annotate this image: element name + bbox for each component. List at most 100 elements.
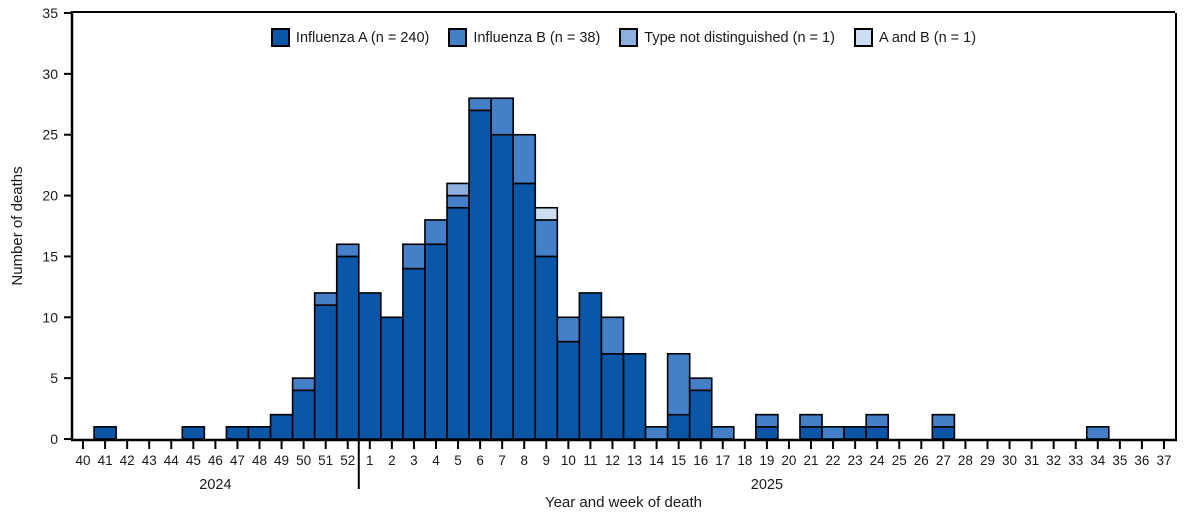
bar-influenza-b-week-24 xyxy=(865,413,890,428)
bar-influenza-a-week-3 xyxy=(402,267,426,440)
x-tick-label-week-1: 1 xyxy=(366,453,374,468)
bar-influenza-b-week-4 xyxy=(424,219,448,246)
y-tick-label: 0 xyxy=(50,431,58,447)
bar-influenza-b-week-17 xyxy=(710,426,735,440)
bar-influenza-b-week-51 xyxy=(313,292,338,306)
bar-influenza-b-week-22 xyxy=(821,426,845,440)
bar-influenza-a-week-12 xyxy=(600,352,625,440)
legend-label-a-and-b: A and B (n = 1) xyxy=(878,29,977,46)
x-tick-label-week-11: 11 xyxy=(583,453,597,468)
x-tick-label-week-23: 23 xyxy=(848,453,863,468)
legend-swatch-type-not-distinguished xyxy=(619,28,639,47)
bar-influenza-b-week-50 xyxy=(291,377,316,392)
bar-influenza-b-week-34 xyxy=(1085,426,1110,440)
x-tick-label-week-36: 36 xyxy=(1134,453,1149,468)
bar-influenza-b-week-10 xyxy=(556,316,581,343)
y-tick-label: 35 xyxy=(42,5,58,21)
bar-influenza-a-week-6 xyxy=(468,109,492,440)
x-tick-label-week-24: 24 xyxy=(870,453,886,468)
chart-legend: Influenza A (n = 240) Influenza B (n = 3… xyxy=(72,28,1175,47)
bar-influenza-a-week-19 xyxy=(755,426,779,440)
x-tick-label-week-18: 18 xyxy=(737,453,752,468)
x-axis-title: Year and week of death xyxy=(545,494,702,511)
bar-influenza-a-week-15 xyxy=(666,413,691,440)
bar-influenza-a-week-2 xyxy=(380,316,404,440)
legend-label-type-not-distinguished: Type not distinguished (n = 1) xyxy=(644,29,835,46)
x-tick-label-week-32: 32 xyxy=(1046,453,1061,468)
x-tick-label-week-41: 41 xyxy=(98,453,113,468)
x-tick-label-week-15: 15 xyxy=(671,453,686,468)
x-tick-label-week-44: 44 xyxy=(164,453,180,468)
x-tick-label-week-29: 29 xyxy=(980,453,995,468)
y-tick-label: 5 xyxy=(50,370,58,386)
x-tick-label-week-45: 45 xyxy=(186,453,201,468)
x-tick-label-week-33: 33 xyxy=(1068,453,1083,468)
bar-influenza-a-week-9 xyxy=(534,255,559,440)
bar-influenza-b-week-6 xyxy=(468,97,492,112)
x-tick-label-week-43: 43 xyxy=(142,453,157,468)
bar-influenza-b-week-7 xyxy=(490,97,515,136)
bar-type-not-distinguished-week-5 xyxy=(446,182,470,197)
x-tick-label-week-12: 12 xyxy=(605,453,620,468)
y-tick-label: 10 xyxy=(42,309,58,325)
legend-item-a-and-b: A and B (n = 1) xyxy=(853,28,977,47)
bar-influenza-b-week-3 xyxy=(402,243,426,270)
bar-influenza-a-week-13 xyxy=(622,352,647,440)
x-tick-label-week-52: 52 xyxy=(340,453,355,468)
y-tick-label: 20 xyxy=(42,188,58,204)
bar-influenza-a-week-24 xyxy=(865,426,890,440)
bar-influenza-b-week-52 xyxy=(335,243,360,258)
legend-swatch-influenza-b xyxy=(448,28,468,47)
x-tick-label-week-13: 13 xyxy=(627,453,642,468)
x-tick-label-week-25: 25 xyxy=(892,453,907,468)
bar-influenza-b-week-12 xyxy=(600,316,625,355)
bar-influenza-b-week-8 xyxy=(512,133,537,185)
legend-item-type-not-distinguished: Type not distinguished (n = 1) xyxy=(619,28,835,47)
x-tick-label-week-48: 48 xyxy=(252,453,267,468)
x-tick-label-week-7: 7 xyxy=(498,453,506,468)
legend-swatch-a-and-b xyxy=(853,28,873,47)
x-tick-label-week-26: 26 xyxy=(914,453,929,468)
bar-influenza-b-week-19 xyxy=(755,413,779,428)
bar-influenza-a-week-4 xyxy=(424,243,448,440)
x-tick-label-week-46: 46 xyxy=(208,453,223,468)
bar-influenza-b-week-16 xyxy=(688,377,713,392)
bar-influenza-a-week-16 xyxy=(688,389,713,440)
x-tick-label-week-40: 40 xyxy=(76,453,91,468)
bar-influenza-a-week-49 xyxy=(269,413,294,440)
legend-item-influenza-a: Influenza A (n = 240) xyxy=(270,28,430,47)
bar-influenza-a-week-27 xyxy=(931,426,956,440)
y-tick-label: 15 xyxy=(42,248,58,264)
x-tick-label-week-3: 3 xyxy=(410,453,418,468)
y-tick-label: 30 xyxy=(42,66,58,82)
x-tick-label-week-50: 50 xyxy=(296,453,311,468)
x-tick-label-week-16: 16 xyxy=(693,453,708,468)
x-tick-label-week-14: 14 xyxy=(649,453,665,468)
y-tick-label: 25 xyxy=(42,127,58,143)
bar-influenza-b-week-9 xyxy=(534,219,559,258)
bar-influenza-b-week-21 xyxy=(799,413,823,428)
x-tick-label-week-42: 42 xyxy=(120,453,135,468)
bar-influenza-a-week-11 xyxy=(578,292,603,440)
bar-influenza-a-week-52 xyxy=(335,255,360,440)
bar-influenza-a-week-10 xyxy=(556,340,581,440)
x-tick-label-week-17: 17 xyxy=(715,453,730,468)
bar-influenza-a-week-7 xyxy=(490,133,515,440)
bar-influenza-a-week-48 xyxy=(247,426,272,440)
x-tick-label-week-9: 9 xyxy=(543,453,551,468)
x-tick-label-week-34: 34 xyxy=(1090,453,1106,468)
x-tick-label-week-51: 51 xyxy=(318,453,333,468)
year-label-2024: 2024 xyxy=(199,477,231,493)
bar-influenza-b-week-14 xyxy=(644,426,669,440)
bar-influenza-a-week-50 xyxy=(291,389,316,440)
bar-influenza-a-week-5 xyxy=(446,206,470,440)
bar-influenza-b-week-27 xyxy=(931,413,956,428)
bar-influenza-a-week-51 xyxy=(313,304,338,440)
bar-influenza-a-week-21 xyxy=(799,426,823,440)
x-tick-label-week-20: 20 xyxy=(781,453,796,468)
bar-influenza-a-week-45 xyxy=(181,426,206,440)
legend-label-influenza-a: Influenza A (n = 240) xyxy=(295,29,430,46)
x-tick-label-week-28: 28 xyxy=(958,453,973,468)
